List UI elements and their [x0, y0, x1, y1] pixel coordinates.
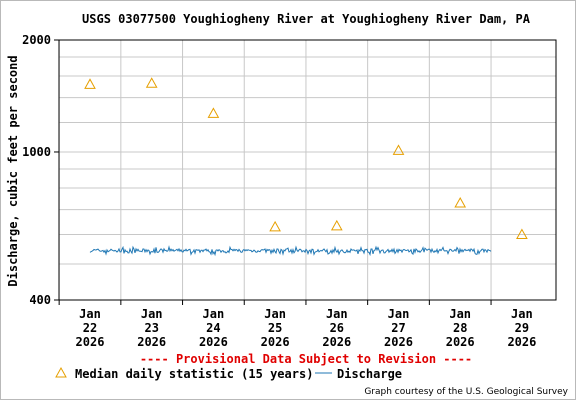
x-tick-label: 2026 — [137, 335, 166, 349]
median-point — [269, 220, 281, 232]
chart-title: USGS 03077500 Youghiogheny River at Youg… — [82, 12, 531, 26]
x-tick-label: 26 — [330, 321, 344, 335]
x-tick-label: 29 — [515, 321, 529, 335]
x-axis-ticks: Jan222026Jan232026Jan242026Jan252026Jan2… — [58, 300, 536, 349]
y-tick-label: 1000 — [22, 145, 51, 159]
x-tick-label: 2026 — [199, 335, 228, 349]
median-point — [516, 228, 528, 239]
x-tick-label: Jan — [511, 307, 533, 321]
x-tick-label: 2026 — [446, 335, 475, 349]
median-point — [207, 107, 220, 118]
x-tick-label: Jan — [79, 307, 101, 321]
x-tick-label: 2026 — [76, 335, 105, 349]
credit-text: Graph courtesy of the U.S. Geological Su… — [364, 387, 568, 397]
y-tick-label: 2000 — [22, 33, 51, 47]
x-tick-label: 27 — [391, 321, 405, 335]
plot-background — [59, 40, 556, 300]
x-tick-label: 2026 — [261, 335, 290, 349]
x-tick-label: 22 — [83, 321, 97, 335]
x-tick-label: 2026 — [322, 335, 351, 349]
provisional-notice: ---- Provisional Data Subject to Revisio… — [140, 352, 472, 366]
x-tick-label: Jan — [264, 307, 286, 321]
median-point — [145, 77, 158, 88]
median-point — [330, 219, 343, 231]
x-tick-label: 23 — [144, 321, 158, 335]
x-tick-label: Jan — [141, 307, 163, 321]
y-axis-ticks: 2000 1000 400 — [22, 33, 59, 307]
x-tick-label: 2026 — [507, 335, 536, 349]
x-tick-label: 25 — [268, 321, 282, 335]
x-tick-label: Jan — [326, 307, 348, 321]
median-point — [454, 197, 467, 208]
y-tick-label: 400 — [29, 293, 51, 307]
legend-triangle-marker — [55, 366, 67, 378]
x-tick-label: 24 — [206, 321, 220, 335]
legend-median-label: Median daily statistic (15 years) — [75, 367, 313, 381]
legend-discharge-label: Discharge — [337, 367, 402, 381]
discharge-series — [89, 245, 492, 257]
discharge-line — [89, 245, 492, 257]
plot-border — [58, 39, 557, 301]
median-point — [392, 144, 405, 155]
median-point — [84, 78, 96, 89]
x-tick-label: 2026 — [384, 335, 413, 349]
median-series — [84, 77, 528, 239]
x-tick-label: Jan — [388, 307, 410, 321]
x-tick-label: 28 — [453, 321, 467, 335]
y-axis-label: Discharge, cubic feet per second — [6, 55, 20, 286]
x-tick-label: Jan — [203, 307, 225, 321]
legend: Median daily statistic (15 years) Discha… — [55, 366, 402, 381]
x-tick-label: Jan — [449, 307, 471, 321]
